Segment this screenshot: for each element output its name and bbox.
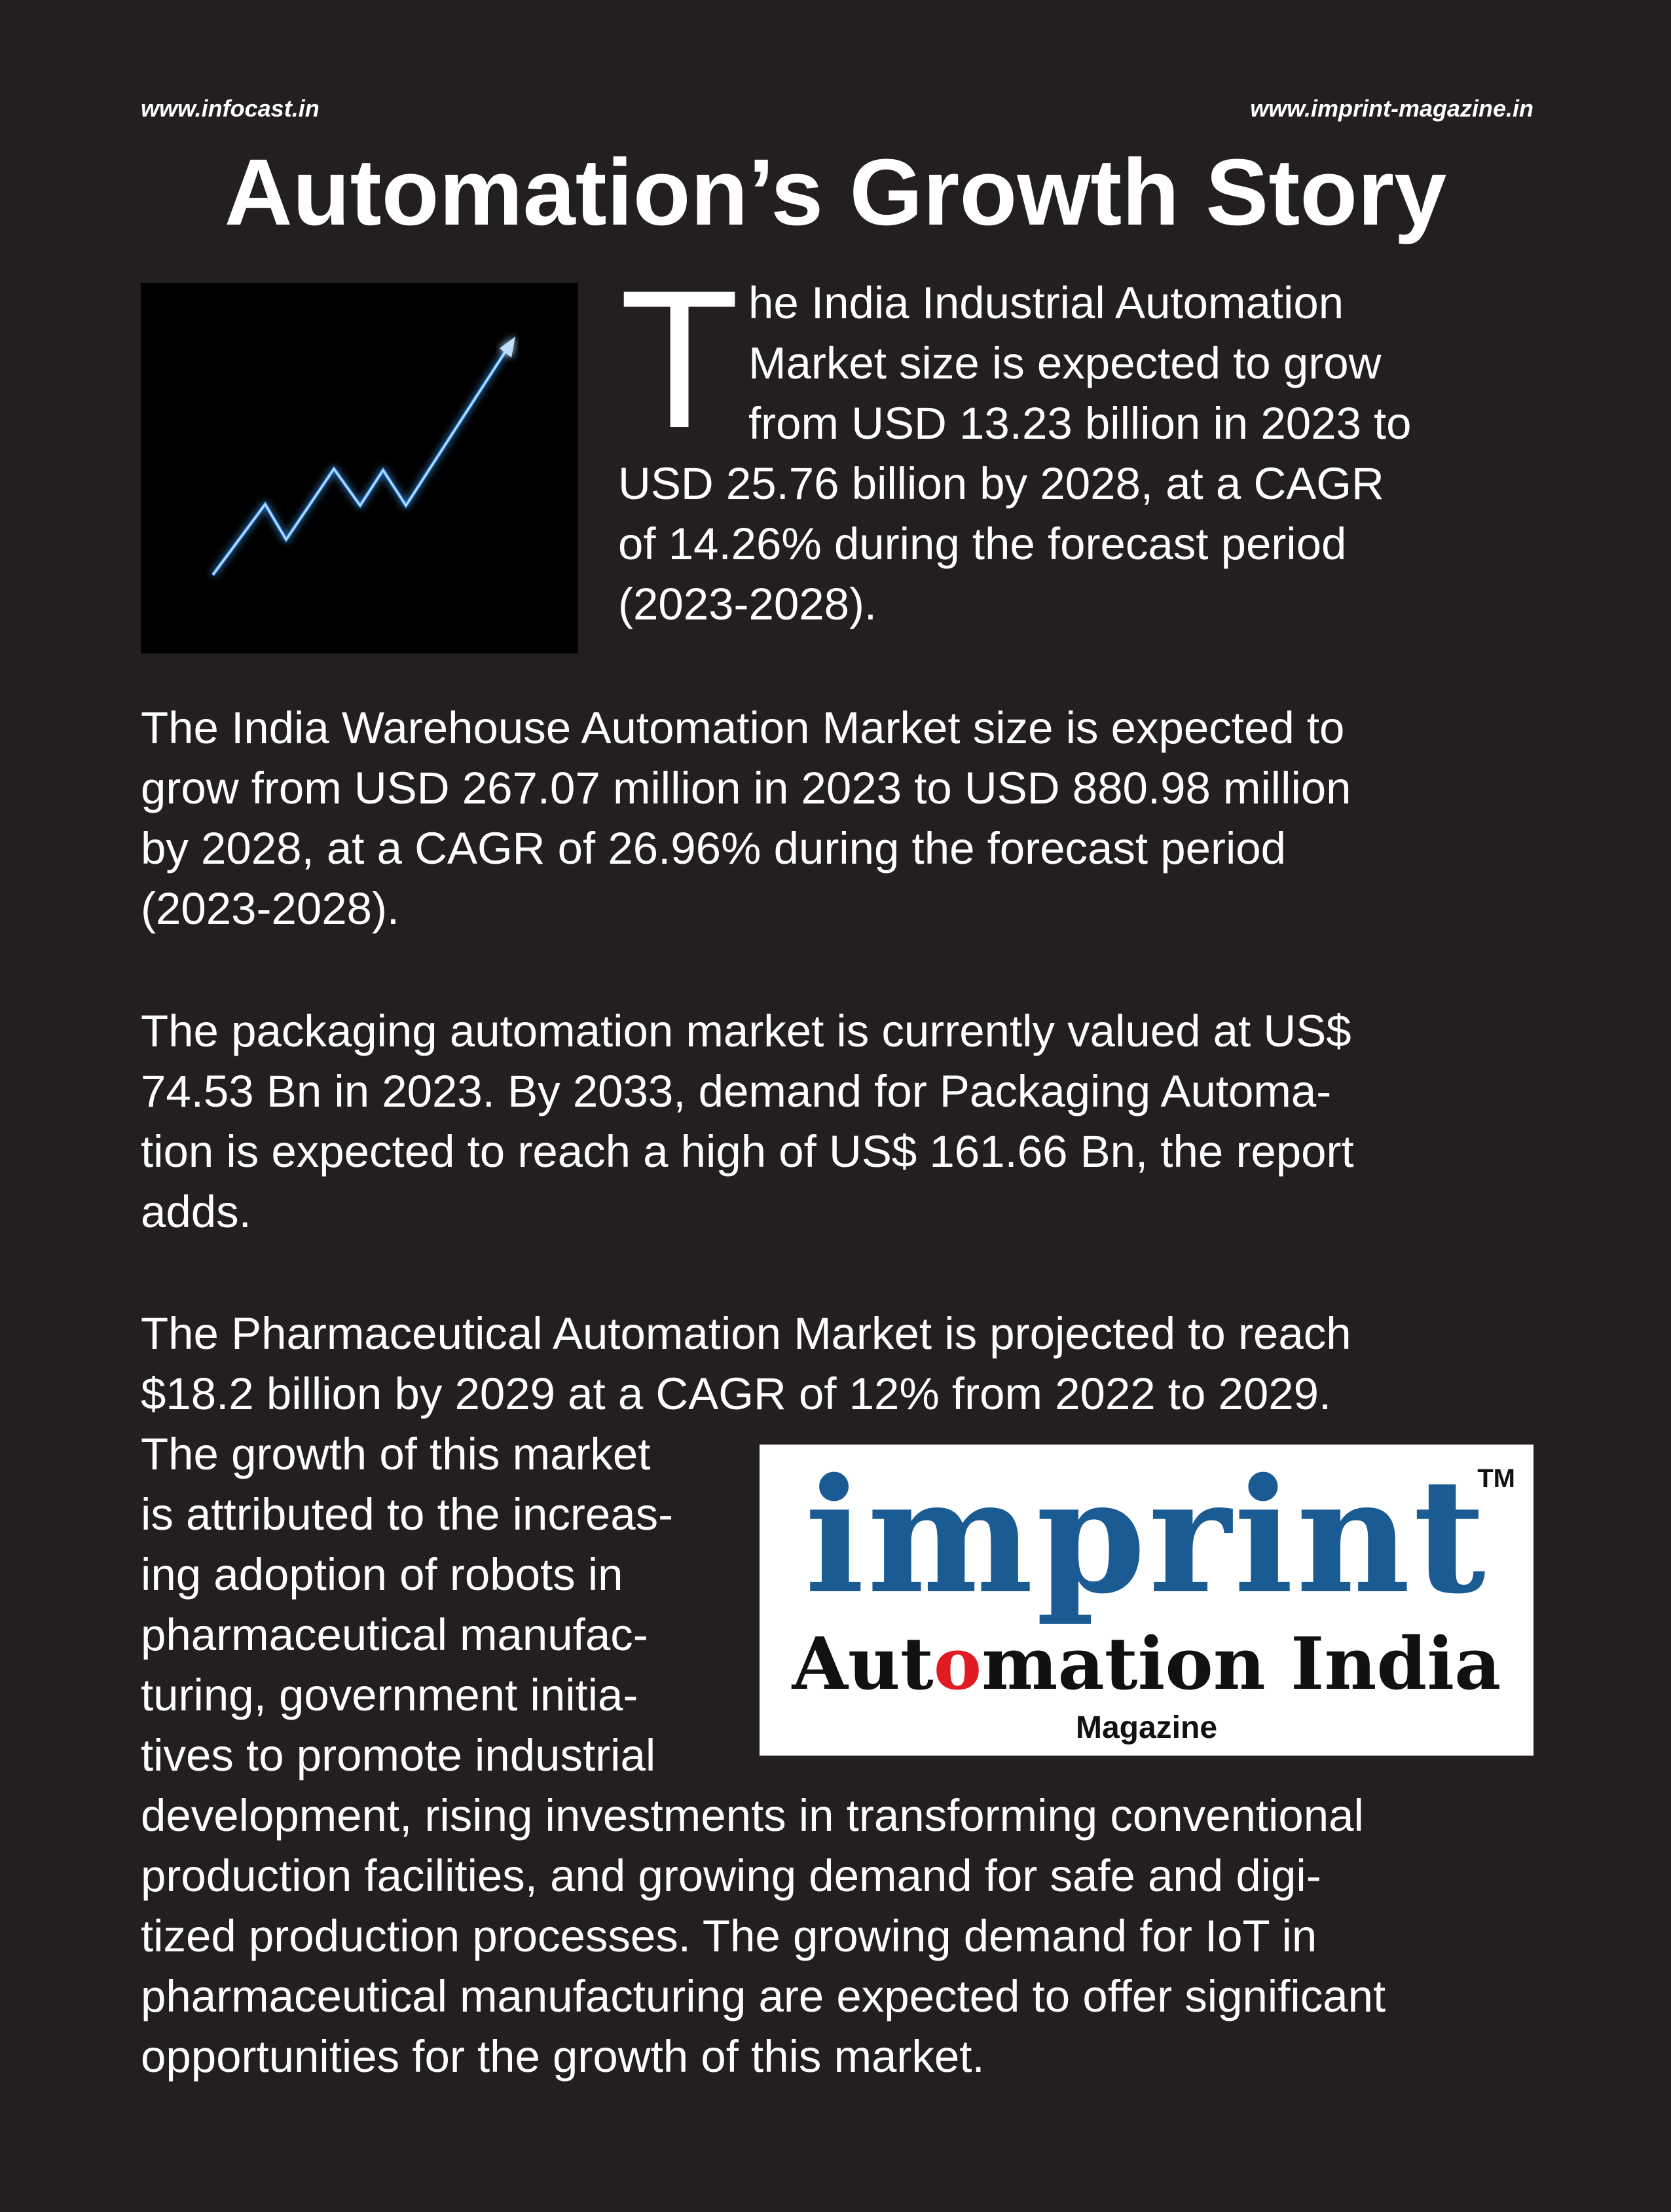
paragraph-line: $18.2 billion by 2029 at a CAGR of 12% f… bbox=[141, 1369, 1332, 1419]
paragraph-packaging-automation: The packaging automation market is curre… bbox=[141, 1001, 1542, 1242]
paragraph-line: Market size is expected to grow bbox=[748, 338, 1382, 388]
paragraph-line: by 2028, at a CAGR of 26.96% during the … bbox=[141, 823, 1287, 874]
logo-magazine-label: Magazine bbox=[1075, 1710, 1218, 1745]
paragraph-line: pharmaceutical manufac- bbox=[141, 1610, 648, 1660]
paragraph-line: (2023-2028). bbox=[618, 579, 877, 629]
imprint-automation-india-logo: imprint TM Automation India Magazine bbox=[760, 1445, 1533, 1756]
paragraph-line: USD 25.76 billion by 2028, at a CAGR bbox=[618, 458, 1384, 509]
logo-subtitle-part: mation India bbox=[982, 1621, 1501, 1706]
logo-subtitle: Automation India bbox=[760, 1628, 1533, 1700]
imprint-magazine-url[interactable]: www.imprint-magazine.in bbox=[1250, 95, 1533, 122]
paragraph-line: he India Industrial Automation bbox=[748, 278, 1344, 328]
paragraph-line: The packaging automation market is curre… bbox=[141, 1006, 1351, 1056]
paragraph-line: of 14.26% during the forecast period bbox=[618, 519, 1347, 569]
paragraph-warehouse-automation: The India Warehouse Automation Market si… bbox=[141, 698, 1542, 939]
paragraph-line: tives to promote industrial bbox=[141, 1730, 656, 1780]
growth-arrow-image bbox=[141, 283, 578, 654]
paragraph-line: is attributed to the increas- bbox=[141, 1489, 674, 1539]
paragraph-line: adds. bbox=[141, 1187, 251, 1237]
trademark-symbol: TM bbox=[1477, 1464, 1515, 1493]
paragraph-line: 74.53 Bn in 2023. By 2033, demand for Pa… bbox=[141, 1066, 1332, 1116]
drop-cap: T bbox=[619, 249, 740, 469]
logo-wordmark: imprint bbox=[805, 1444, 1488, 1629]
growth-arrow-line-icon bbox=[211, 337, 515, 576]
paragraph-line: pharmaceutical manufacturing are expecte… bbox=[141, 1971, 1386, 2021]
paragraph-line: ing adoption of robots in bbox=[141, 1549, 623, 1600]
paragraph-line: (2023-2028). bbox=[141, 883, 400, 934]
paragraph-line: grow from USD 267.07 million in 2023 to … bbox=[141, 763, 1351, 813]
paragraph-line: tion is expected to reach a high of US$ … bbox=[141, 1126, 1354, 1177]
paragraph-line: development, rising investments in trans… bbox=[141, 1790, 1364, 1841]
page-title: Automation’s Growth Story bbox=[224, 139, 1447, 245]
paragraph-line: tized production processes. The growing … bbox=[141, 1911, 1317, 1961]
logo-subtitle-red-o: o bbox=[933, 1621, 982, 1706]
paragraph-line: The India Warehouse Automation Market si… bbox=[141, 703, 1345, 753]
infocast-url[interactable]: www.infocast.in bbox=[141, 95, 320, 122]
paragraph-pharmaceutical-automation: The Pharmaceutical Automation Market is … bbox=[141, 1304, 1542, 2087]
paragraph-line: opportunities for the growth of this mar… bbox=[141, 2031, 985, 2082]
paragraph-line: from USD 13.23 billion in 2023 to bbox=[748, 398, 1412, 449]
paragraph-line: The growth of this market bbox=[141, 1429, 651, 1479]
logo-subtitle-part: Aut bbox=[792, 1621, 934, 1706]
paragraph-line: production facilities, and growing deman… bbox=[141, 1851, 1321, 1901]
paragraph-line: turing, government initia- bbox=[141, 1670, 638, 1720]
paragraph-line: The Pharmaceutical Automation Market is … bbox=[141, 1308, 1351, 1359]
